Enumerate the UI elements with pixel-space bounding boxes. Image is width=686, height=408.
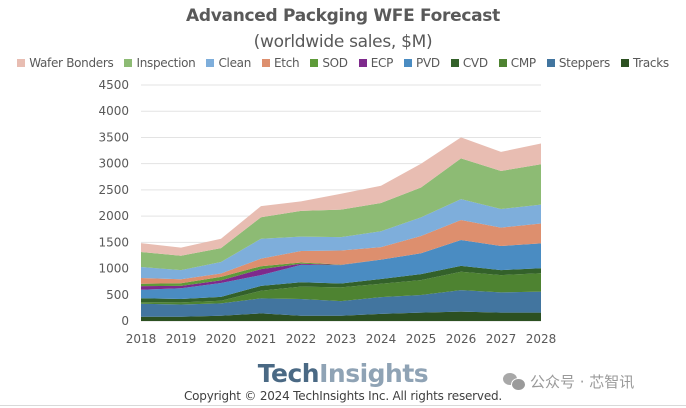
legend-swatch-steppers [546, 59, 555, 67]
legend-item-cmp: CMP [498, 56, 536, 70]
x-tick-label: 2022 [286, 332, 317, 346]
legend-label-ecp: ECP [370, 56, 394, 70]
legend-swatch-sod [310, 59, 319, 67]
legend-item-steppers: Steppers [546, 56, 610, 70]
legend-label-steppers: Steppers [558, 56, 610, 70]
x-tick-label: 2025 [406, 332, 437, 346]
legend-label-inspection: Inspection [136, 56, 196, 70]
y-tick-label: 1000 [98, 262, 129, 276]
area-cmp [141, 271, 541, 305]
legend-item-ecp: ECP [358, 56, 394, 70]
area-series [141, 137, 541, 321]
legend-swatch-pvd [404, 59, 413, 67]
y-axis-ticks: 0 500 1000 1500 2000 2500 3000 3500 4000 4500 [98, 78, 129, 328]
legend-swatch-tracks [620, 59, 629, 67]
legend-item-inspection: Inspection [124, 56, 196, 70]
x-tick-label: 2021 [246, 332, 277, 346]
stacked-area-chart: 0 500 1000 1500 2000 2500 3000 3500 4000 4500 201… [98, 78, 557, 346]
y-tick-label: 500 [106, 288, 129, 302]
area-cvd [141, 265, 541, 303]
divider [0, 405, 686, 406]
y-tick-label: 4000 [98, 104, 129, 118]
x-tick-label: 2028 [526, 332, 557, 346]
x-tick-label: 2027 [486, 332, 517, 346]
x-tick-label: 2024 [366, 332, 397, 346]
wechat-icon [503, 372, 526, 391]
chart-legend: Wafer Bonders Inspection Clean Etch SOD ECP PV… [0, 56, 686, 70]
legend-item-wafer-bonders: Wafer Bonders [17, 56, 114, 70]
chart-subtitle: (worldwide sales, $M) [253, 32, 433, 52]
y-tick-label: 0 [121, 314, 129, 328]
legend-label-clean: Clean [218, 56, 252, 70]
legend-label-cvd: CVD [462, 56, 488, 70]
x-axis-ticks: 2018 2019 2020 2021 2022 2023 2024 2025 2026 2027… [126, 332, 557, 346]
legend-swatch-etch [262, 59, 271, 67]
legend-item-cvd: CVD [450, 56, 488, 70]
x-tick-label: 2018 [126, 332, 157, 346]
y-tick-label: 1500 [98, 235, 129, 249]
area-inspection [141, 158, 541, 271]
logo-tech: Tech [257, 359, 320, 388]
area-etch [141, 220, 541, 284]
legend-item-etch: Etch [262, 56, 300, 70]
legend-label-pvd: PVD [416, 56, 440, 70]
chart-title: Advanced Packging WFE Forecast [186, 6, 500, 26]
area-pvd [141, 240, 541, 299]
x-tick-label: 2026 [446, 332, 477, 346]
legend-swatch-ecp [358, 59, 367, 67]
y-tick-label: 4500 [98, 78, 129, 92]
x-tick-label: 2019 [166, 332, 197, 346]
legend-swatch-cmp [498, 59, 507, 67]
watermark-text: 公众号 · 芯智讯 [530, 373, 635, 391]
legend-label-tracks: Tracks [632, 56, 669, 70]
y-tick-label: 2000 [98, 209, 129, 223]
legend-swatch-clean [206, 59, 215, 67]
x-tick-label: 2020 [206, 332, 237, 346]
area-sod [141, 240, 541, 287]
watermark: 公众号 · 芯智讯 [503, 371, 634, 392]
legend-item-sod: SOD [310, 56, 348, 70]
techinsights-logo: TechInsights [0, 359, 686, 388]
y-tick-label: 2500 [98, 183, 129, 197]
area-tracks [141, 311, 541, 321]
legend-swatch-cvd [450, 59, 459, 67]
legend-swatch-wafer-bonders [17, 59, 26, 67]
legend-item-tracks: Tracks [620, 56, 669, 70]
legend-label-sod: SOD [322, 56, 348, 70]
legend-swatch-inspection [124, 59, 133, 67]
area-steppers [141, 290, 541, 317]
legend-label-wafer-bonders: Wafer Bonders [29, 56, 114, 70]
legend-item-clean: Clean [206, 56, 251, 70]
legend-label-etch: Etch [274, 56, 300, 70]
y-tick-label: 3000 [98, 157, 129, 171]
legend-label-cmp: CMP [510, 56, 536, 70]
logo-insights: Insights [319, 359, 429, 388]
area-clean [141, 199, 541, 280]
y-tick-label: 3500 [98, 130, 129, 144]
copyright-text: Copyright © 2024 TechInsights Inc. All r… [183, 389, 503, 403]
x-tick-label: 2023 [326, 332, 357, 346]
area-wafer-bonders [141, 137, 541, 256]
legend-item-pvd: PVD [404, 56, 440, 70]
